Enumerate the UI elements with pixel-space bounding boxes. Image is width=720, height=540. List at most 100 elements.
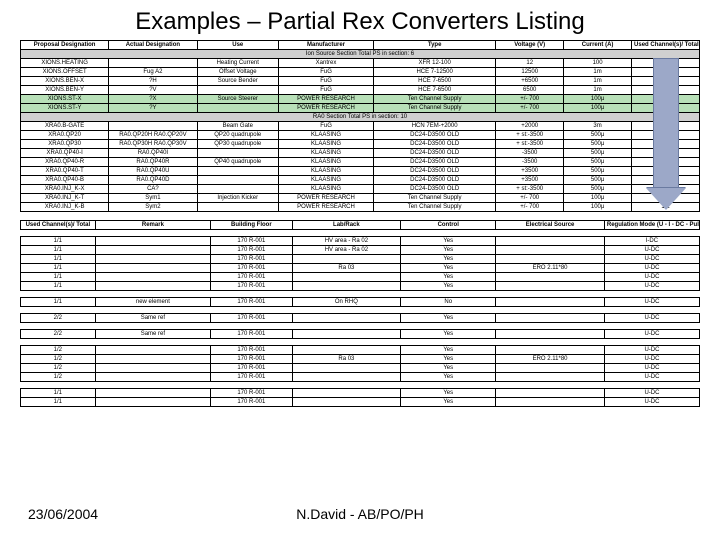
table-cell: 100μ bbox=[564, 194, 632, 203]
table-cell bbox=[496, 237, 605, 246]
table-cell: 1/2 bbox=[21, 355, 96, 364]
table-cell: 100μ bbox=[564, 104, 632, 113]
table-row: XRA0.QP40-TRA0.QP40UKLAASINGDC24-D3500 O… bbox=[21, 167, 700, 176]
table-cell: KLAASING bbox=[279, 149, 374, 158]
table-cell: Yes bbox=[401, 330, 496, 339]
table-cell: HCN 7EM-+2000 bbox=[374, 122, 496, 131]
hdr-c5: Voltage (V) bbox=[496, 41, 564, 50]
table-cell: RA0.QP20H RA0.QP20V bbox=[109, 131, 197, 140]
table-cell: 12500 bbox=[496, 68, 564, 77]
table-row: XIONS.BEN-Y?VFuGHCE 7-650065001m1/1 bbox=[21, 86, 700, 95]
table-cell: Yes bbox=[401, 389, 496, 398]
hdr2-c2: Building Floor bbox=[211, 221, 292, 230]
table-cell bbox=[95, 389, 210, 398]
table-cell: 1/1 bbox=[21, 282, 96, 291]
table-cell: Same ref bbox=[95, 314, 210, 323]
table-cell: 170 R-001 bbox=[211, 346, 292, 355]
table-cell bbox=[95, 273, 210, 282]
table-cell: 500μ bbox=[564, 131, 632, 140]
footer-date: 23/06/2004 bbox=[28, 506, 98, 522]
table-cell bbox=[95, 246, 210, 255]
lower-block: 2/2Same ref170 R-001YesU-DC bbox=[20, 313, 700, 323]
table-cell: 1/1 bbox=[21, 398, 96, 407]
table-cell bbox=[95, 355, 210, 364]
table-cell: XRA0.INJ_K-T bbox=[21, 194, 109, 203]
table-cell: HCE 7-6500 bbox=[374, 77, 496, 86]
footer-author: N.David - AB/PO/PH bbox=[296, 506, 424, 522]
table-cell: + st:-3500 bbox=[496, 140, 564, 149]
table-cell: HCE 7-6500 bbox=[374, 86, 496, 95]
table-cell bbox=[496, 273, 605, 282]
table-cell: QP20 quadrupole bbox=[197, 131, 278, 140]
table-cell: XRA0.QP20 bbox=[21, 131, 109, 140]
table-cell bbox=[292, 330, 401, 339]
table-cell: 1/2 bbox=[21, 346, 96, 355]
table-cell: + st:-3500 bbox=[496, 185, 564, 194]
header-row: Used Channel(s)/ Total Remark Building F… bbox=[21, 221, 700, 230]
table-cell bbox=[95, 346, 210, 355]
table-cell: DC24-D3500 OLD bbox=[374, 158, 496, 167]
table-row: XRA0.B-GATEBeam GateFuGHCN 7EM-+2000+200… bbox=[21, 122, 700, 131]
hdr2-c0: Used Channel(s)/ Total bbox=[21, 221, 96, 230]
table-cell: KLAASING bbox=[279, 158, 374, 167]
table-cell: 1m bbox=[564, 68, 632, 77]
table-cell: 500μ bbox=[564, 176, 632, 185]
table-cell bbox=[496, 314, 605, 323]
table-cell: POWER RESEARCH bbox=[279, 194, 374, 203]
table-cell: U-DC bbox=[604, 346, 699, 355]
table-cell: I-DC bbox=[604, 237, 699, 246]
table-cell: XIONS.ST-X bbox=[21, 95, 109, 104]
table-row: XIONS.ST-Y?YPOWER RESEARCHTen Channel Su… bbox=[21, 104, 700, 113]
table-cell: Fug A2 bbox=[109, 68, 197, 77]
table-cell: +3500 bbox=[496, 167, 564, 176]
table-cell: 12 bbox=[496, 59, 564, 68]
table-cell: new element bbox=[95, 298, 210, 307]
table-cell bbox=[292, 398, 401, 407]
table-cell bbox=[292, 389, 401, 398]
table-cell: Source Bender bbox=[197, 77, 278, 86]
table-cell: +/- 700 bbox=[496, 203, 564, 212]
table-cell: DC24-D3500 OLD bbox=[374, 167, 496, 176]
section-row: RA0 Section Total PS in section: 10 bbox=[21, 113, 700, 122]
hdr-c0: Proposal Designation bbox=[21, 41, 109, 50]
table-cell bbox=[496, 255, 605, 264]
table-cell: FuG bbox=[279, 86, 374, 95]
table-cell: Heating Current bbox=[197, 59, 278, 68]
table-cell: Yes bbox=[401, 246, 496, 255]
table-cell bbox=[292, 373, 401, 382]
table-cell: KLAASING bbox=[279, 131, 374, 140]
hdr2-c3: Lab/Rack bbox=[292, 221, 401, 230]
section-row: Ion Source Section Total PS in section: … bbox=[21, 50, 700, 59]
table-cell: On RHQ bbox=[292, 298, 401, 307]
lower-table: Used Channel(s)/ Total Remark Building F… bbox=[20, 220, 700, 230]
table-cell: 170 R-001 bbox=[211, 237, 292, 246]
table-cell: Yes bbox=[401, 314, 496, 323]
table-cell: 500μ bbox=[564, 158, 632, 167]
table-cell: + st:-3500 bbox=[496, 131, 564, 140]
table-cell: Yes bbox=[401, 398, 496, 407]
lower-block: 2/2Same ref170 R-001YesU-DC bbox=[20, 329, 700, 339]
table-row: 1/1170 R-001YesU-DC bbox=[21, 255, 700, 264]
table-cell: POWER RESEARCH bbox=[279, 95, 374, 104]
table-cell: 1/1 bbox=[21, 264, 96, 273]
page-title: Examples – Partial Rex Converters Listin… bbox=[0, 0, 720, 40]
table-row: 2/2Same ref170 R-001YesU-DC bbox=[21, 330, 700, 339]
lower-block: 1/1170 R-001YesU-DC1/1170 R-001YesU-DC bbox=[20, 388, 700, 407]
lower-block: 1/2170 R-001YesU-DC1/2170 R-001Ra 03YesE… bbox=[20, 345, 700, 382]
table-cell: XRA0.QP40-B bbox=[21, 176, 109, 185]
table-cell: QP40 quadrupole bbox=[197, 158, 278, 167]
lower-block: 1/1170 R-001HV area - Ra 02YesI-DC1/1170… bbox=[20, 236, 700, 291]
table-cell: 170 R-001 bbox=[211, 364, 292, 373]
table-cell bbox=[95, 364, 210, 373]
table-cell bbox=[197, 176, 278, 185]
table-cell: CA? bbox=[109, 185, 197, 194]
table-cell: RA0.QP30H RA0.QP30V bbox=[109, 140, 197, 149]
hdr2-c4: Control bbox=[401, 221, 496, 230]
table-cell: 3m bbox=[564, 122, 632, 131]
table-cell: Injection Kicker bbox=[197, 194, 278, 203]
table-row: 1/1170 R-001YesU-DC bbox=[21, 398, 700, 407]
table-cell: 1/1 bbox=[21, 273, 96, 282]
table-row: XRA0.INJ_K-XCA?KLAASINGDC24-D3500 OLD+ s… bbox=[21, 185, 700, 194]
table-cell: RA0.QP40U bbox=[109, 167, 197, 176]
table-cell: FuG bbox=[279, 122, 374, 131]
